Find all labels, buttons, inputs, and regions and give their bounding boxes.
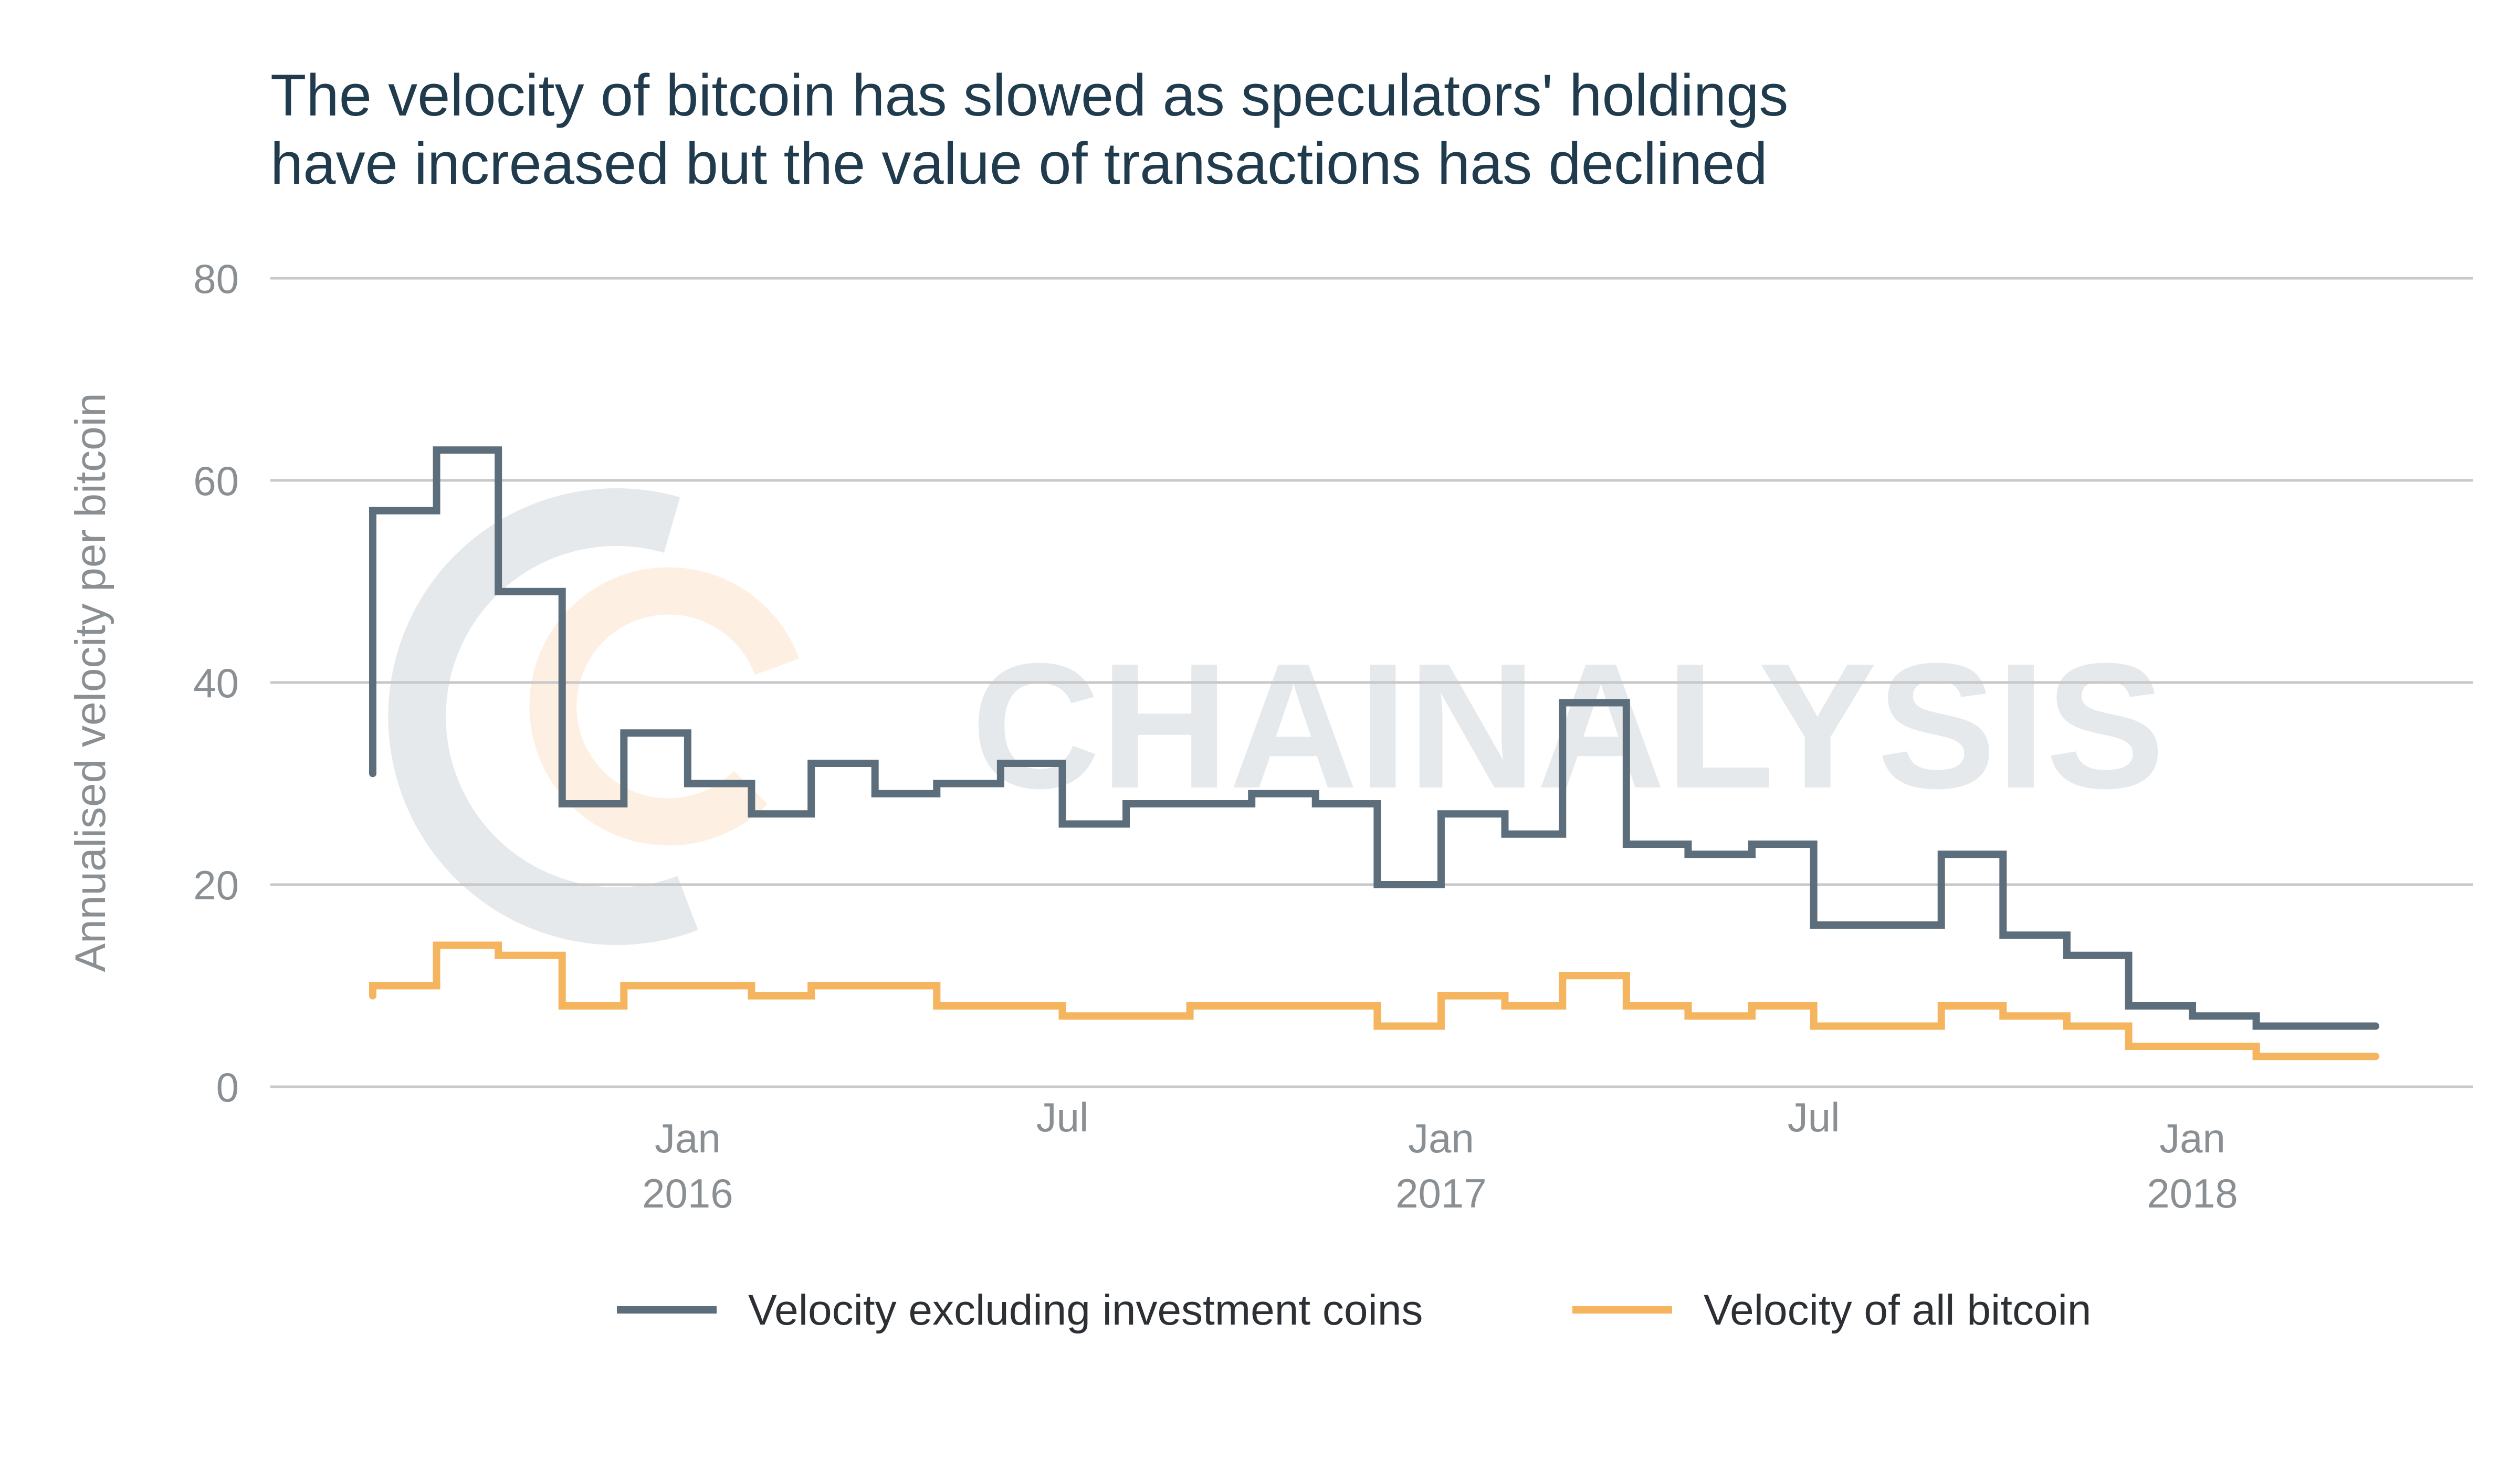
series-line-1 xyxy=(369,941,2379,1060)
watermark: CHAINALYSIS xyxy=(388,488,2165,945)
y-tick-label-0: 0 xyxy=(216,1064,239,1110)
gridlines xyxy=(270,277,2473,1088)
x-tick-label-4: Jan xyxy=(2159,1115,2225,1161)
y-axis-title: Annualised velocity per bitcoin xyxy=(67,393,114,972)
chart-title-line-2: have increased but the value of transact… xyxy=(270,131,1768,196)
watermark-logo-icon xyxy=(388,488,698,945)
watermark-logo-inner-icon xyxy=(529,567,800,846)
legend-label-excluding-investment: Velocity excluding investment coins xyxy=(748,1286,1423,1334)
legend-label-all-bitcoin: Velocity of all bitcoin xyxy=(1704,1286,2091,1334)
x-tick-label-2: Jan xyxy=(1408,1115,1474,1161)
watermark-text: CHAINALYSIS xyxy=(971,626,2165,826)
series-line-0 xyxy=(369,446,2379,1030)
x-tick-labels: Jan 2016 Jul Jan 2017 Jul Jan 2018 xyxy=(642,1094,2238,1216)
chart-title-line-1: The velocity of bitcoin has slowed as sp… xyxy=(270,62,1788,128)
x-tick-label-1: Jul xyxy=(1036,1094,1089,1140)
y-tick-label-80: 80 xyxy=(193,256,239,302)
x-tick-year-label-2: 2017 xyxy=(1395,1170,1487,1216)
y-tick-label-20: 20 xyxy=(193,862,239,908)
x-tick-year-label-4: 2018 xyxy=(2147,1170,2238,1216)
series-lines xyxy=(369,446,2379,1060)
y-tick-label-40: 40 xyxy=(193,660,239,706)
legend: Velocity excluding investment coins Velo… xyxy=(617,1286,2091,1334)
x-tick-year-label-0: 2016 xyxy=(642,1170,733,1216)
y-tick-label-60: 60 xyxy=(193,458,239,504)
x-tick-label-0: Jan xyxy=(655,1115,721,1161)
x-tick-label-3: Jul xyxy=(1788,1094,1840,1140)
y-tick-labels: 0 20 40 60 80 xyxy=(193,256,239,1110)
